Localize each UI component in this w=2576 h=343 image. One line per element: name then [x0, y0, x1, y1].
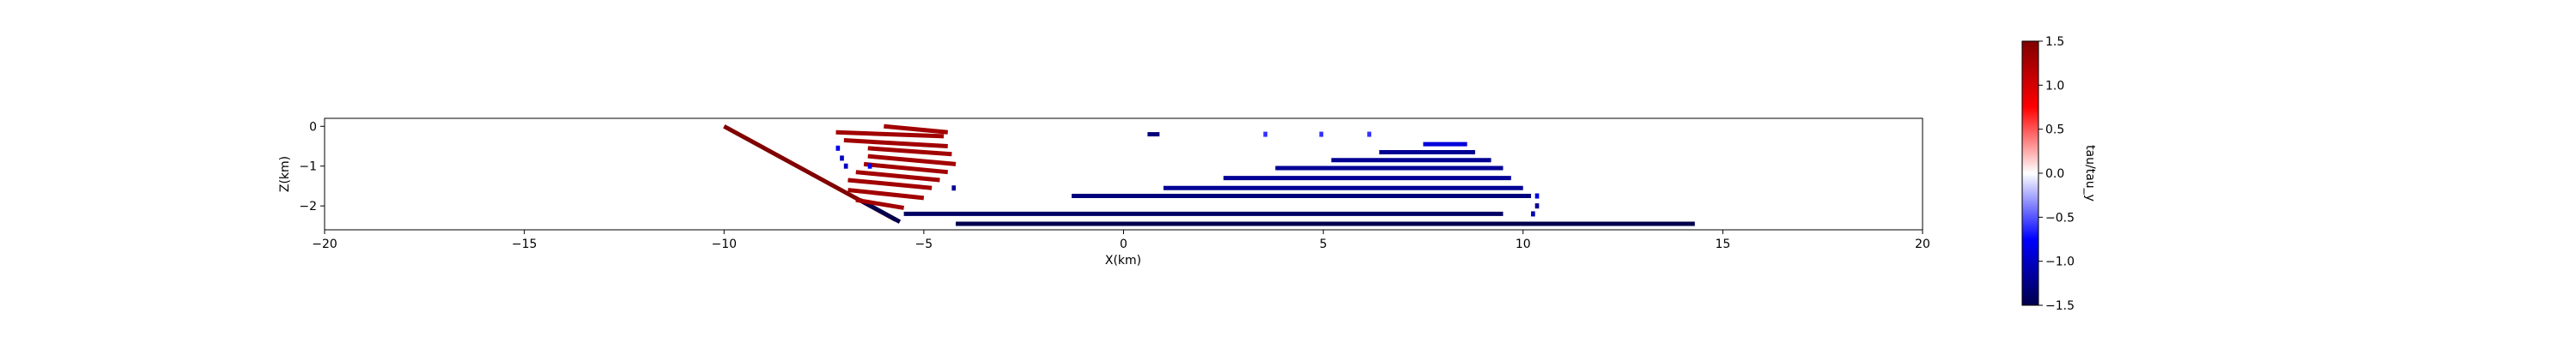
data-point-26: [1534, 203, 1540, 209]
x-axis-label: X(km): [1105, 254, 1141, 268]
x-tick-label: 10: [1516, 238, 1531, 251]
colorbar-tick-label: 1.0: [2045, 79, 2064, 93]
x-tick-label: 15: [1715, 238, 1730, 251]
colorbar-gradient: [2021, 40, 2039, 306]
data-series-13: [843, 138, 948, 148]
colorbar-tick-label: 0.0: [2045, 167, 2064, 181]
data-point-24: [1367, 131, 1371, 137]
colorbar-tick-label: −0.5: [2045, 211, 2075, 225]
x-tick-label: −5: [915, 238, 933, 251]
y-axis-label: Z(km): [278, 156, 292, 192]
data-point-27: [1531, 211, 1535, 217]
x-tick-label: 5: [1320, 238, 1327, 251]
data-point-22: [1263, 131, 1267, 137]
data-point-29: [840, 155, 844, 161]
data-point-28: [835, 145, 841, 151]
data-series-19: [848, 188, 925, 201]
data-series-12: [884, 123, 949, 135]
data-point-32: [951, 185, 957, 191]
x-tick-label: −10: [711, 238, 737, 251]
data-point-30: [843, 163, 848, 169]
y-axis: 0 −1 −2: [299, 120, 325, 214]
data-point-25: [1534, 193, 1540, 199]
x-tick-label: 20: [1915, 238, 1930, 251]
data-series-11: [835, 129, 945, 139]
colorbar-tick-label: 1.5: [2045, 35, 2064, 49]
colorbar-tick-label: −1.5: [2045, 299, 2075, 313]
colorbar: 1.5 1.0 0.5 0.0 −0.5 −1.0 −1.5 tau/tau_y: [2021, 35, 2097, 313]
colorbar-ticks: 1.5 1.0 0.5 0.0 −0.5 −1.0 −1.5: [2038, 35, 2075, 313]
x-tick-label: −20: [312, 238, 337, 251]
x-tick-label: 0: [1120, 238, 1127, 251]
data-series-17: [855, 170, 940, 183]
data-series-15: [867, 153, 957, 166]
data-series-20: [855, 197, 905, 210]
y-tick-label: −2: [299, 200, 317, 214]
data-series-14: [867, 146, 952, 157]
colorbar-tick-label: −1.0: [2045, 256, 2075, 269]
data-point-23: [1319, 131, 1324, 137]
x-axis: −20 −15 −10 −5 0 5 10 15 20: [312, 230, 1930, 251]
y-tick-label: 0: [309, 120, 317, 134]
series-layer: [723, 123, 1695, 226]
colorbar-tick-label: 0.5: [2045, 123, 2064, 137]
colorbar-label: tau/tau_y: [2083, 145, 2097, 202]
plot-area: −20 −15 −10 −5 0 5 10 15 20 0 −1 −2 X(km) Z(km): [278, 117, 1930, 268]
x-tick-label: −15: [512, 238, 538, 251]
data-point-31: [867, 163, 872, 169]
y-tick-label: −1: [299, 160, 317, 174]
data-series-16: [863, 161, 949, 175]
data-series-18: [848, 178, 933, 190]
